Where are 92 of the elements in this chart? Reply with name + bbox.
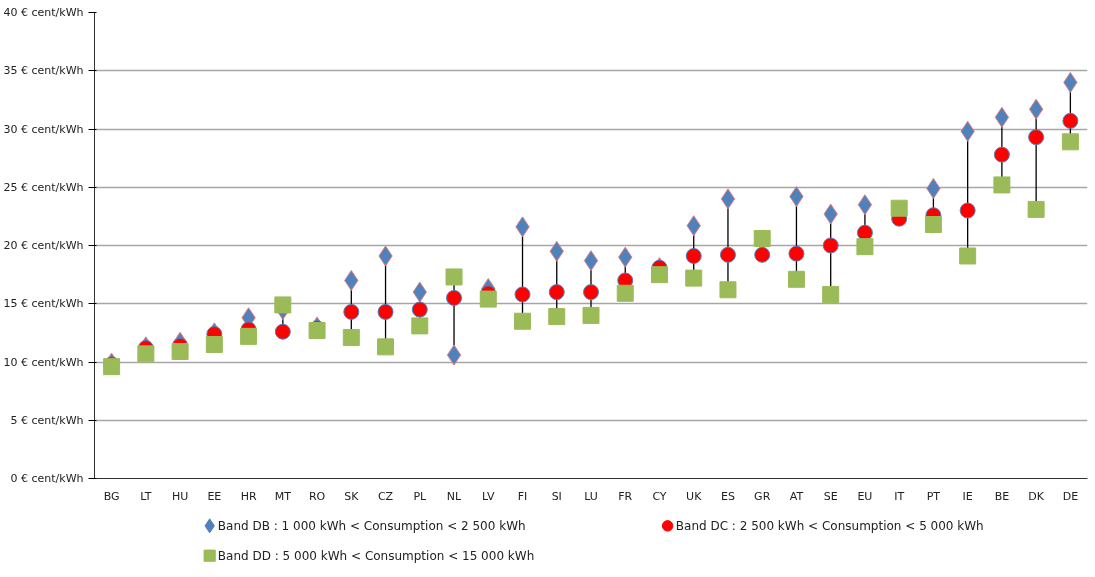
point xyxy=(343,303,360,320)
point xyxy=(753,230,771,248)
x-tick-label: RO xyxy=(308,489,326,503)
y-tick-label: 5 € cent/kWh xyxy=(10,413,84,427)
point xyxy=(377,303,394,320)
point xyxy=(171,343,189,361)
point xyxy=(787,270,805,288)
y-tick-label: 35 € cent/kWh xyxy=(3,64,84,78)
point xyxy=(993,176,1011,194)
x-tick-label: HU xyxy=(171,489,189,503)
point xyxy=(479,290,497,308)
point xyxy=(1062,112,1079,129)
point xyxy=(342,329,360,347)
point xyxy=(411,301,428,318)
point xyxy=(274,296,292,314)
point xyxy=(616,284,634,302)
x-tick-label: BE xyxy=(994,489,1010,503)
point xyxy=(514,286,531,303)
x-tick-label: DE xyxy=(1062,489,1079,503)
point xyxy=(719,246,736,263)
point xyxy=(788,245,805,262)
y-tick-label: 0 € cent/kWh xyxy=(10,472,84,485)
x-tick-label: LU xyxy=(584,489,598,503)
x-tick-label: GR xyxy=(754,489,771,503)
x-tick-label: LT xyxy=(140,489,152,503)
x-tick-label: LV xyxy=(482,489,495,503)
x-tick-label: MT xyxy=(274,489,292,503)
point xyxy=(685,248,702,264)
x-tick-label: FR xyxy=(618,489,633,503)
x-tick-label: PL xyxy=(413,489,428,503)
legend-label: Band DB : 1 000 kWh < Consumption < 2 500 kWh xyxy=(217,518,526,533)
point xyxy=(583,284,599,301)
y-tick-label: 15 € cent/kWh xyxy=(3,297,84,311)
x-tick-label: SE xyxy=(823,489,838,503)
point xyxy=(514,312,532,330)
point xyxy=(377,338,395,356)
point xyxy=(857,194,873,216)
point xyxy=(445,268,463,286)
point xyxy=(548,308,566,326)
point xyxy=(205,336,223,354)
point xyxy=(137,345,155,363)
x-tick-label: CZ xyxy=(377,489,394,503)
legend-label: Band DC : 2 500 kWh < Consumption < 5 000 kWh xyxy=(675,518,984,533)
x-tick-label: EU xyxy=(857,489,873,503)
x-tick-label: SI xyxy=(551,489,562,503)
point xyxy=(822,285,840,303)
point xyxy=(411,317,429,335)
point xyxy=(856,238,874,256)
y-tick-label: 40 € cent/kWh xyxy=(3,6,84,19)
y-tick-label: 20 € cent/kWh xyxy=(3,239,84,252)
point xyxy=(924,216,942,234)
point xyxy=(583,250,599,272)
point xyxy=(890,199,908,217)
y-tick-label: 25 € cent/kWh xyxy=(3,180,84,194)
legend-label: Band DD : 5 000 kWh < Consumption < 15 000 kWh xyxy=(217,548,535,563)
point xyxy=(582,306,600,324)
x-tick-label: DK xyxy=(1028,489,1045,503)
point xyxy=(274,323,291,340)
point xyxy=(1028,129,1045,146)
x-tick-label: FI xyxy=(517,489,528,503)
point xyxy=(685,269,703,287)
point xyxy=(822,237,839,254)
x-tick-label: PT xyxy=(926,489,941,503)
point xyxy=(240,327,258,345)
point xyxy=(446,344,462,366)
point xyxy=(1028,98,1044,120)
x-tick-label: IT xyxy=(894,489,905,503)
point xyxy=(993,146,1010,163)
x-tick-label: HR xyxy=(240,489,257,503)
point xyxy=(650,266,668,284)
x-tick-label: UK xyxy=(686,489,703,503)
point xyxy=(959,247,977,265)
point xyxy=(548,284,565,301)
x-tick-label: NL xyxy=(446,489,463,503)
point xyxy=(720,188,736,210)
y-tick-label: 10 € cent/kWh xyxy=(3,355,84,369)
point xyxy=(994,106,1010,128)
x-tick-label: AT xyxy=(789,489,804,503)
point xyxy=(719,281,737,299)
x-tick-label: EE xyxy=(207,489,222,503)
x-tick-label: SK xyxy=(344,489,360,503)
x-tick-label: IE xyxy=(962,489,973,503)
point xyxy=(446,289,463,306)
point xyxy=(1061,133,1079,151)
point xyxy=(754,246,771,263)
x-tick-label: ES xyxy=(721,489,735,503)
x-tick-label: CY xyxy=(652,489,667,503)
y-tick-label: 30 € cent/kWh xyxy=(3,122,84,136)
point xyxy=(959,202,976,219)
x-tick-label: BG xyxy=(103,489,120,503)
point xyxy=(1027,200,1045,218)
point xyxy=(856,224,873,241)
